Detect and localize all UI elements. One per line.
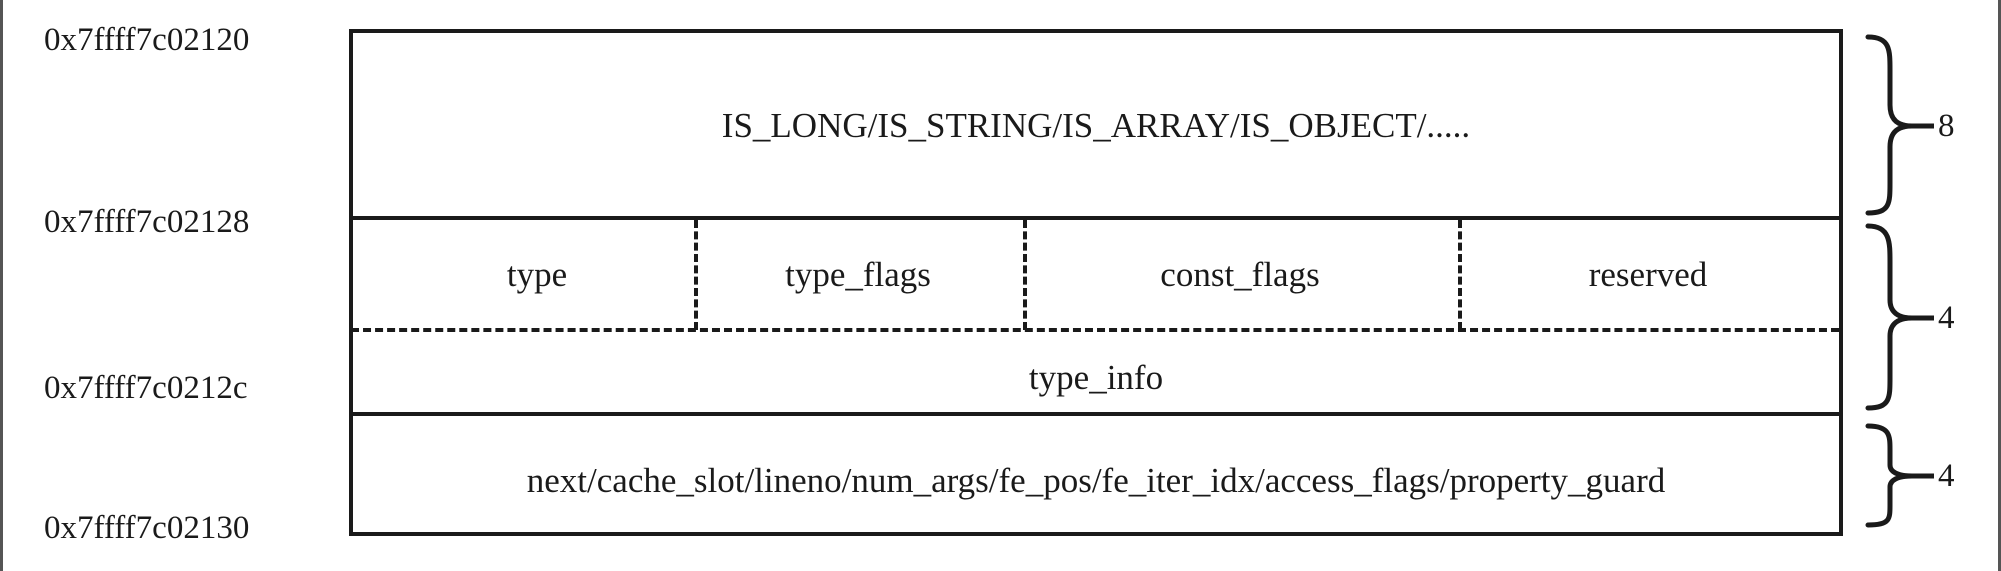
type-info-label: type_info — [1028, 358, 1164, 397]
value-size-brace — [1865, 34, 1913, 216]
u2-size-label: 4 — [1938, 458, 1955, 494]
type-info-block — [349, 216, 1843, 416]
type-info-divider — [351, 328, 1839, 332]
address-label-3: 0x7ffff7c02130 — [44, 510, 250, 546]
u2-size-brace — [1865, 423, 1913, 528]
type-field-type: type — [506, 255, 568, 294]
u2-union-block — [349, 412, 1843, 536]
u2-union-label: next/cache_slot/lineno/num_args/fe_pos/f… — [526, 461, 1666, 500]
value-union-label: IS_LONG/IS_STRING/IS_ARRAY/IS_OBJECT/...… — [721, 106, 1471, 145]
type-size-brace — [1865, 223, 1913, 411]
type-field-type-flags: type_flags — [785, 255, 931, 294]
address-label-0: 0x7ffff7c02120 — [44, 22, 250, 58]
type-field-divider-3 — [1458, 220, 1462, 330]
address-label-2: 0x7ffff7c0212c — [44, 370, 248, 406]
type-size-label: 4 — [1938, 300, 1955, 336]
type-field-divider-1 — [694, 220, 698, 330]
type-field-const-flags: const_flags — [1160, 255, 1320, 294]
type-field-reserved: reserved — [1588, 255, 1708, 294]
type-field-divider-2 — [1023, 220, 1027, 330]
address-label-1: 0x7ffff7c02128 — [44, 204, 250, 240]
value-size-label: 8 — [1938, 108, 1955, 144]
